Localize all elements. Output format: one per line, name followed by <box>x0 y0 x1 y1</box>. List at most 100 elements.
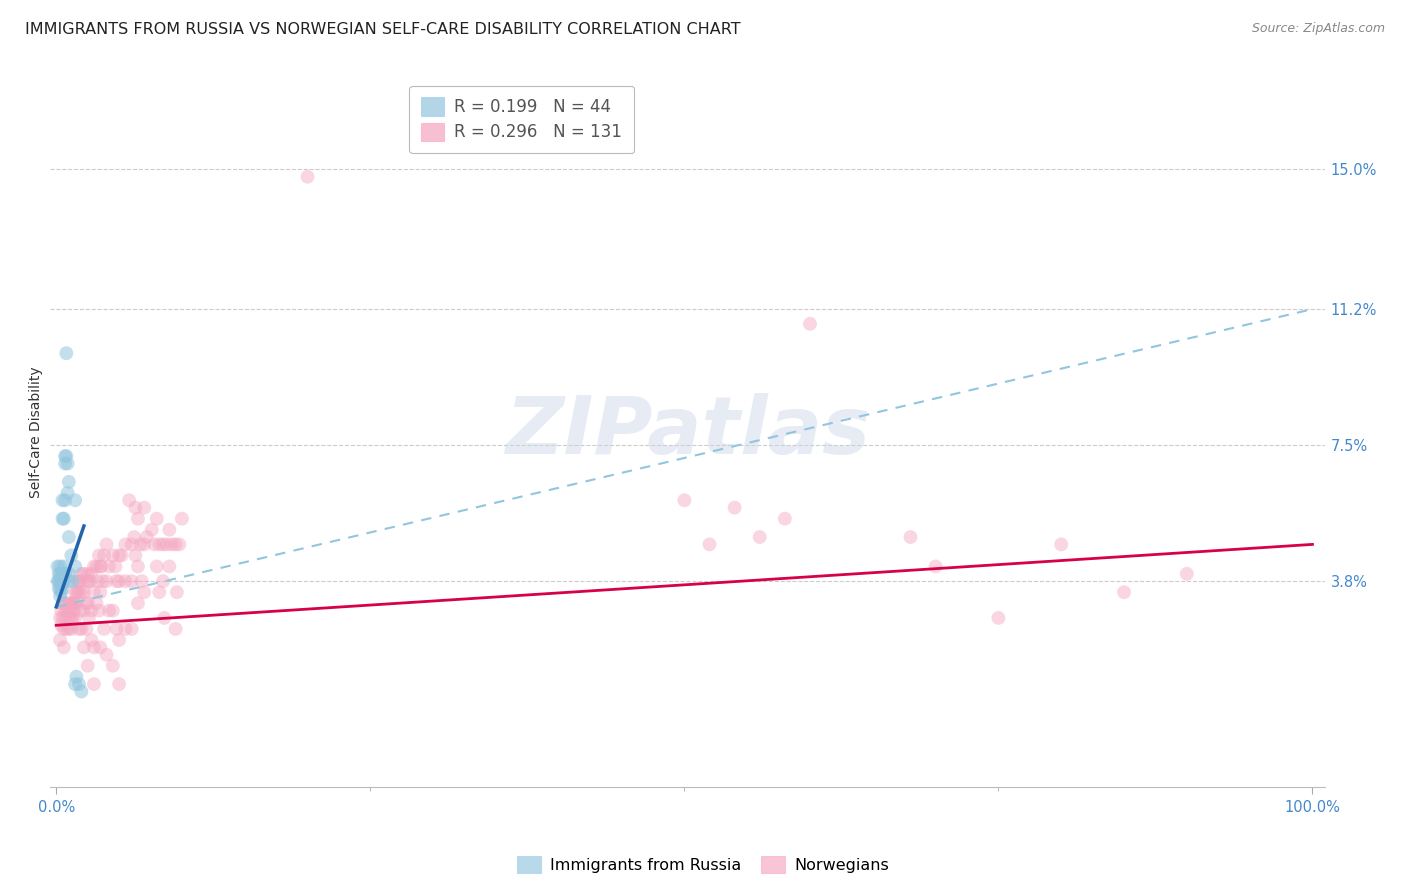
Norwegians <box>121 537 143 551</box>
Norwegians <box>148 537 170 551</box>
Norwegians <box>86 559 108 574</box>
Norwegians <box>146 559 169 574</box>
Norwegians <box>76 566 98 581</box>
Immigrants from Russia <box>48 574 70 589</box>
Norwegians <box>51 596 73 610</box>
Immigrants from Russia <box>63 559 86 574</box>
Norwegians <box>165 537 187 551</box>
Norwegians <box>127 596 149 610</box>
Norwegians <box>143 537 166 551</box>
Norwegians <box>73 585 96 599</box>
Legend: R = 0.199   N = 44, R = 0.296   N = 131: R = 0.199 N = 44, R = 0.296 N = 131 <box>409 86 634 153</box>
Norwegians <box>60 611 83 625</box>
Norwegians <box>77 574 100 589</box>
Norwegians <box>62 596 84 610</box>
Norwegians <box>134 537 156 551</box>
Text: Source: ZipAtlas.com: Source: ZipAtlas.com <box>1251 22 1385 36</box>
Norwegians <box>58 604 80 618</box>
Norwegians <box>49 611 72 625</box>
Norwegians <box>73 640 96 655</box>
Norwegians <box>134 585 156 599</box>
Norwegians <box>76 658 98 673</box>
Norwegians <box>76 596 98 610</box>
Norwegians <box>129 537 152 551</box>
Norwegians <box>89 640 111 655</box>
Norwegians <box>124 500 146 515</box>
Norwegians <box>773 511 796 525</box>
Norwegians <box>59 596 82 610</box>
Immigrants from Russia <box>51 574 73 589</box>
Immigrants from Russia <box>67 677 90 691</box>
Norwegians <box>141 523 163 537</box>
Norwegians <box>153 611 176 625</box>
Norwegians <box>105 574 128 589</box>
Immigrants from Russia <box>51 570 73 584</box>
Norwegians <box>748 530 770 544</box>
Norwegians <box>52 596 75 610</box>
Norwegians <box>105 622 128 636</box>
Norwegians <box>127 559 149 574</box>
Norwegians <box>67 622 90 636</box>
Norwegians <box>63 596 86 610</box>
Norwegians <box>108 549 131 563</box>
Norwegians <box>93 622 115 636</box>
Immigrants from Russia <box>49 559 72 574</box>
Norwegians <box>63 604 86 618</box>
Norwegians <box>65 596 87 610</box>
Norwegians <box>297 169 319 184</box>
Norwegians <box>63 611 86 625</box>
Text: IMMIGRANTS FROM RUSSIA VS NORWEGIAN SELF-CARE DISABILITY CORRELATION CHART: IMMIGRANTS FROM RUSSIA VS NORWEGIAN SELF… <box>25 22 741 37</box>
Immigrants from Russia <box>49 582 72 596</box>
Norwegians <box>723 500 745 515</box>
Immigrants from Russia <box>52 566 75 581</box>
Immigrants from Russia <box>51 574 73 589</box>
Norwegians <box>987 611 1010 625</box>
Norwegians <box>124 549 146 563</box>
Norwegians <box>52 640 75 655</box>
Norwegians <box>673 493 696 508</box>
Immigrants from Russia <box>53 493 76 508</box>
Norwegians <box>69 604 91 618</box>
Norwegians <box>51 618 73 632</box>
Norwegians <box>60 596 83 610</box>
Norwegians <box>63 585 86 599</box>
Norwegians <box>114 574 136 589</box>
Norwegians <box>156 537 179 551</box>
Immigrants from Russia <box>58 566 80 581</box>
Immigrants from Russia <box>51 566 73 581</box>
Legend: Immigrants from Russia, Norwegians: Immigrants from Russia, Norwegians <box>510 849 896 880</box>
Norwegians <box>58 622 80 636</box>
Norwegians <box>90 559 112 574</box>
Norwegians <box>80 604 103 618</box>
Norwegians <box>83 585 105 599</box>
Immigrants from Russia <box>51 578 73 592</box>
Norwegians <box>98 604 121 618</box>
Norwegians <box>157 523 180 537</box>
Norwegians <box>58 611 80 625</box>
Norwegians <box>114 622 136 636</box>
Norwegians <box>53 611 76 625</box>
Norwegians <box>75 622 97 636</box>
Immigrants from Russia <box>51 582 73 596</box>
Norwegians <box>65 585 87 599</box>
Norwegians <box>134 500 156 515</box>
Norwegians <box>87 549 110 563</box>
Norwegians <box>900 530 922 544</box>
Immigrants from Russia <box>58 475 80 489</box>
Immigrants from Russia <box>63 677 86 691</box>
Norwegians <box>166 585 188 599</box>
Norwegians <box>55 622 77 636</box>
Norwegians <box>152 537 174 551</box>
Norwegians <box>77 611 100 625</box>
Norwegians <box>91 574 114 589</box>
Immigrants from Russia <box>62 574 84 589</box>
Norwegians <box>52 622 75 636</box>
Norwegians <box>66 574 89 589</box>
Norwegians <box>55 596 77 610</box>
Norwegians <box>165 622 187 636</box>
Norwegians <box>93 549 115 563</box>
Norwegians <box>87 604 110 618</box>
Norwegians <box>75 574 97 589</box>
Norwegians <box>96 574 118 589</box>
Immigrants from Russia <box>56 486 79 500</box>
